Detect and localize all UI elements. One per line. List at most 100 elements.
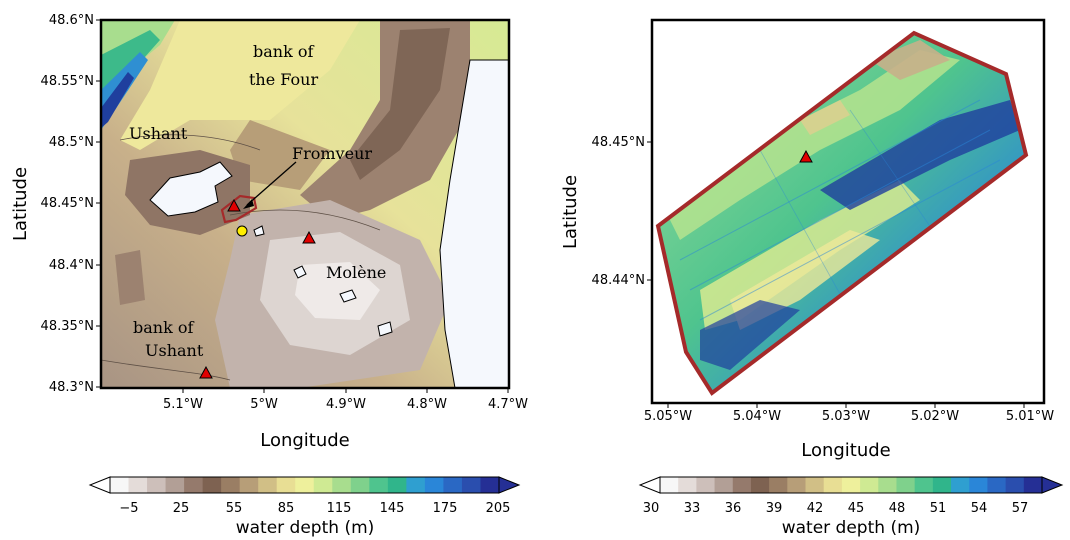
- colorbar-max-arrow-icon: [1041, 476, 1064, 494]
- triangle-marker-icon: [302, 230, 316, 244]
- colorbar-swatch: [1005, 477, 1025, 493]
- colorbar-swatch: [1023, 477, 1043, 493]
- lat-tick-label: 48.55°N: [41, 74, 94, 89]
- colorbar-tick-label: 51: [930, 501, 947, 516]
- left-lat-axis: 48.6°N 48.55°N 48.5°N 48.45°N 48.4°N 48.…: [41, 13, 101, 395]
- colorbar-swatch: [202, 477, 222, 493]
- place-label-bank-four: bank of: [253, 42, 315, 61]
- place-label-ushant: Ushant: [129, 124, 188, 143]
- colorbar-min-arrow-icon: [88, 476, 111, 494]
- left-colorbar: −5 25 55 85 115 145 175 205 water depth …: [88, 476, 521, 538]
- right-colorbar: 30 33 36 39 42 45 48 51 54 57 water dept…: [638, 476, 1064, 538]
- colorbar-tick-label: 30: [643, 501, 660, 516]
- colorbar-swatch: [750, 477, 770, 493]
- colorbar-tick-label: 25: [173, 501, 190, 516]
- colorbar-swatch: [369, 477, 389, 493]
- colorbar-tick-label: 48: [889, 501, 906, 516]
- colorbar-swatch: [878, 477, 897, 493]
- right-map-frame: [650, 18, 1046, 405]
- lat-tick-label: 48.45°N: [41, 196, 94, 211]
- triangle-marker-icon: [227, 198, 241, 212]
- colorbar-swatch: [951, 477, 970, 493]
- colorbar-min-arrow-icon: [638, 476, 661, 494]
- colorbar-tick-label: 42: [807, 501, 824, 516]
- lat-tick-label: 48.35°N: [41, 319, 94, 334]
- right-bathymetry: [658, 33, 1026, 393]
- right-lon-axis: 5.05°W 5.04°W 5.03°W 5.02°W 5.01°W: [644, 403, 1054, 424]
- lon-tick-label: 4.7°W: [488, 397, 528, 412]
- lat-tick-label: 48.3°N: [49, 380, 94, 395]
- fromveur-arrow: [246, 161, 297, 206]
- colorbar-swatch: [787, 477, 807, 493]
- colorbar-swatch: [424, 477, 444, 493]
- lon-tick-label: 5.04°W: [733, 409, 781, 424]
- lat-tick-label: 48.6°N: [49, 13, 94, 28]
- colorbar-label: water depth (m): [782, 518, 921, 538]
- place-label-bank-ushant: Ushant: [145, 341, 204, 360]
- colorbar-swatch: [350, 477, 370, 493]
- circle-marker-icon: [236, 225, 248, 237]
- left-bathymetry: [101, 20, 509, 388]
- colorbar-swatch: [480, 477, 500, 493]
- left-x-axis-label: Longitude: [260, 430, 350, 451]
- lon-tick-label: 5.01°W: [1006, 409, 1054, 424]
- left-map: bank of the Four Ushant Fromveur Molène …: [10, 13, 528, 538]
- lon-tick-label: 5.02°W: [911, 409, 959, 424]
- colorbar-swatch: [805, 477, 825, 493]
- colorbar-tick-label: 175: [433, 501, 458, 516]
- lon-tick-label: 5.05°W: [644, 409, 692, 424]
- colorbar-swatch: [461, 477, 481, 493]
- colorbar-swatch: [678, 477, 697, 493]
- lat-tick-label: 48.4°N: [49, 258, 94, 273]
- colorbar-swatch: [714, 477, 734, 493]
- colorbar-swatch: [147, 477, 167, 493]
- colorbar-tick-label: 54: [971, 501, 988, 516]
- colorbar-swatch: [696, 477, 716, 493]
- colorbar-swatch: [969, 477, 988, 493]
- colorbar-swatch: [387, 477, 407, 493]
- right-y-axis-label: Latitude: [560, 175, 581, 249]
- colorbar-tick-label: 85: [278, 501, 295, 516]
- lat-tick-label: 48.45°N: [592, 135, 645, 150]
- colorbar-tick-label: 39: [766, 501, 783, 516]
- colorbar-swatch: [732, 477, 752, 493]
- left-y-axis-label: Latitude: [10, 167, 31, 241]
- colorbar-tick-label: 205: [486, 501, 511, 516]
- colorbar-swatch: [239, 477, 259, 493]
- colorbar-swatch: [406, 477, 426, 493]
- fromveur-domain-outline: [220, 194, 258, 224]
- lon-tick-label: 4.8°W: [407, 397, 447, 412]
- colorbar-swatch: [184, 477, 204, 493]
- colorbar-swatch: [165, 477, 185, 493]
- colorbar-swatch: [914, 477, 934, 493]
- left-map-frame: [99, 18, 511, 390]
- colorbar-tick-label: −5: [119, 501, 138, 516]
- colorbar-tick-label: 57: [1012, 501, 1029, 516]
- colorbar-tick-label: 55: [226, 501, 243, 516]
- colorbar-label: water depth (m): [236, 518, 375, 538]
- colorbar-swatch: [332, 477, 352, 493]
- arrow-head-icon: [243, 199, 254, 209]
- colorbar-tick-label: 145: [380, 501, 405, 516]
- lat-tick-label: 48.44°N: [592, 273, 645, 288]
- colorbar-swatch: [932, 477, 952, 493]
- colorbar-swatch: [443, 477, 463, 493]
- lon-tick-label: 5.03°W: [822, 409, 870, 424]
- triangle-marker-icon: [199, 365, 213, 379]
- colorbar-tick-label: 36: [725, 501, 742, 516]
- colorbar-swatch: [860, 477, 879, 493]
- colorbar-swatch: [769, 477, 788, 493]
- domain-outline: [655, 30, 1029, 396]
- colorbar-swatch: [128, 477, 148, 493]
- place-label-fromveur: Fromveur: [292, 144, 372, 163]
- right-map: 48.45°N 48.44°N 5.05°W 5.04°W 5.03°W 5.0…: [560, 18, 1064, 538]
- triangle-marker-icon: [799, 149, 813, 163]
- lon-tick-label: 5°W: [250, 397, 278, 412]
- place-label-bank-ushant: bank of: [133, 318, 195, 337]
- place-label-bank-four: the Four: [249, 70, 318, 89]
- colorbar-max-arrow-icon: [498, 476, 521, 494]
- lon-tick-label: 4.9°W: [326, 397, 366, 412]
- colorbar-tick-label: 45: [848, 501, 865, 516]
- left-lon-axis: 5.1°W 5°W 4.9°W 4.8°W 4.7°W: [163, 388, 528, 412]
